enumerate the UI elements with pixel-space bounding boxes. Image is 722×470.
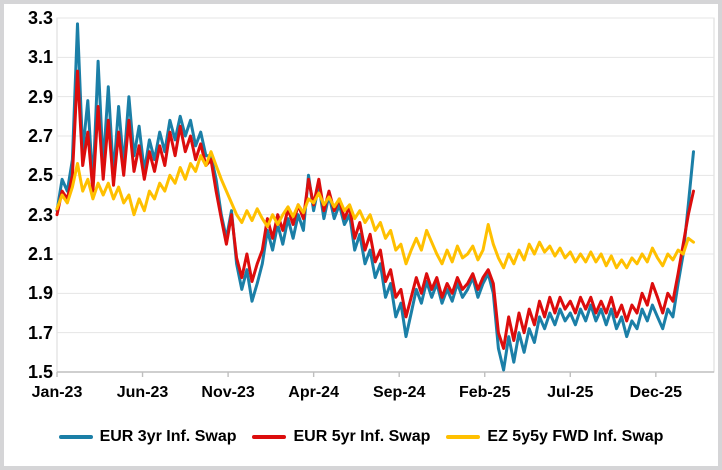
y-axis-tick-label: 3.1	[27, 47, 53, 68]
x-axis-tick-label: Dec-25	[629, 384, 683, 401]
series-line-2	[55, 150, 695, 270]
y-axis-tick-label: 3.3	[27, 8, 53, 28]
legend-line-icon	[252, 435, 287, 439]
y-axis-tick-label: 1.5	[27, 362, 53, 382]
legend-item: EUR 5yr Inf. Swap	[252, 428, 430, 446]
x-axis-tick-label: Feb-25	[458, 384, 511, 401]
x-axis-tick-label: Apr-24	[288, 384, 339, 401]
y-axis-tick-label: 2.9	[27, 86, 53, 107]
series-line-1	[55, 69, 695, 350]
inflation-swap-chart: 1.5 1.7 1.9 2.1 2.3 2.5 2.7 2.9 3.1 3.3 Jan-23 Jun…	[4, 4, 718, 466]
legend-item: EZ 5y5y FWD Inf. Swap	[446, 428, 663, 446]
x-axis-tick-label: Nov-23	[201, 384, 255, 401]
y-axis-tick-label: 1.7	[27, 322, 53, 343]
x-axis-tick-label: Jun-23	[116, 384, 169, 401]
x-axis-tick-label: Jan-23	[31, 384, 83, 401]
legend-label: EUR 3yr Inf. Swap	[99, 428, 237, 445]
legend-item: EUR 3yr Inf. Swap	[58, 428, 237, 446]
series-line-0	[55, 22, 695, 372]
legend-line-icon	[58, 435, 93, 439]
y-axis-tick-label: 2.3	[27, 204, 53, 225]
y-axis-tick-label: 2.5	[27, 165, 53, 186]
chart-svg	[55, 17, 715, 377]
x-axis-tick-label: Jul-25	[547, 384, 594, 401]
y-axis-tick-label: 2.7	[27, 126, 53, 146]
chart-legend: EUR 3yr Inf. Swap EUR 5yr Inf. Swap EZ 5y5…	[4, 428, 718, 446]
y-axis-tick-label: 1.9	[27, 283, 53, 304]
legend-line-icon	[446, 435, 481, 439]
y-axis-tick-label: 2.1	[27, 244, 53, 264]
legend-label: EUR 5yr Inf. Swap	[293, 428, 431, 445]
x-axis-tick-label: Sep-24	[372, 384, 426, 401]
legend-label: EZ 5y5y FWD Inf. Swap	[487, 428, 664, 445]
